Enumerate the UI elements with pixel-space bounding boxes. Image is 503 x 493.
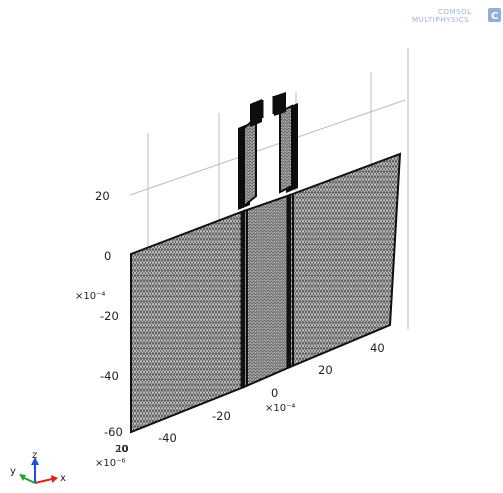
right-mesh-panel: [289, 152, 402, 369]
depth-axis: 20 10 ×10⁻⁶: [95, 444, 129, 469]
axis-multiplier: ×10⁻⁴: [75, 291, 105, 302]
tick-label: -20: [212, 409, 231, 423]
triad-x-label: x: [60, 473, 66, 484]
triad-z-label: z: [32, 450, 37, 461]
tick-label: 20: [115, 444, 128, 455]
center-mesh-panel: [243, 193, 291, 389]
electrode-strips: [240, 194, 294, 388]
tick-label: 10: [116, 444, 129, 455]
mesh-geometry[interactable]: [130, 92, 402, 434]
logo-badge-icon: C: [488, 8, 501, 22]
triad-y-label: y: [10, 466, 16, 477]
tick-label: -20: [100, 309, 119, 323]
tick-label: 40: [370, 341, 385, 355]
tick-label: 0: [271, 386, 278, 400]
tick-label: 20: [95, 189, 110, 203]
tick-label: 20: [318, 363, 333, 377]
axis-multiplier: ×10⁻⁶: [95, 458, 125, 469]
tick-label: -40: [100, 369, 119, 383]
comsol-logo: COMSOL MULTIPHYSICS C: [412, 8, 501, 24]
tick-label: -60: [104, 425, 123, 439]
axis-multiplier: ×10⁻⁴: [265, 403, 295, 414]
vertical-axis: 20 0 -20 -40 -60 ×10⁻⁴: [75, 189, 123, 439]
svg-text:C: C: [491, 11, 498, 22]
axis-triad: z x y: [10, 450, 66, 484]
contact-pads: [238, 92, 298, 210]
horizontal-axis: -40 -20 0 20 40 ×10⁻⁴: [158, 341, 385, 445]
tick-label: 0: [104, 249, 111, 263]
logo-line2: MULTIPHYSICS: [412, 16, 469, 24]
tick-label: -40: [158, 431, 177, 445]
logo-line1: COMSOL: [438, 8, 472, 16]
